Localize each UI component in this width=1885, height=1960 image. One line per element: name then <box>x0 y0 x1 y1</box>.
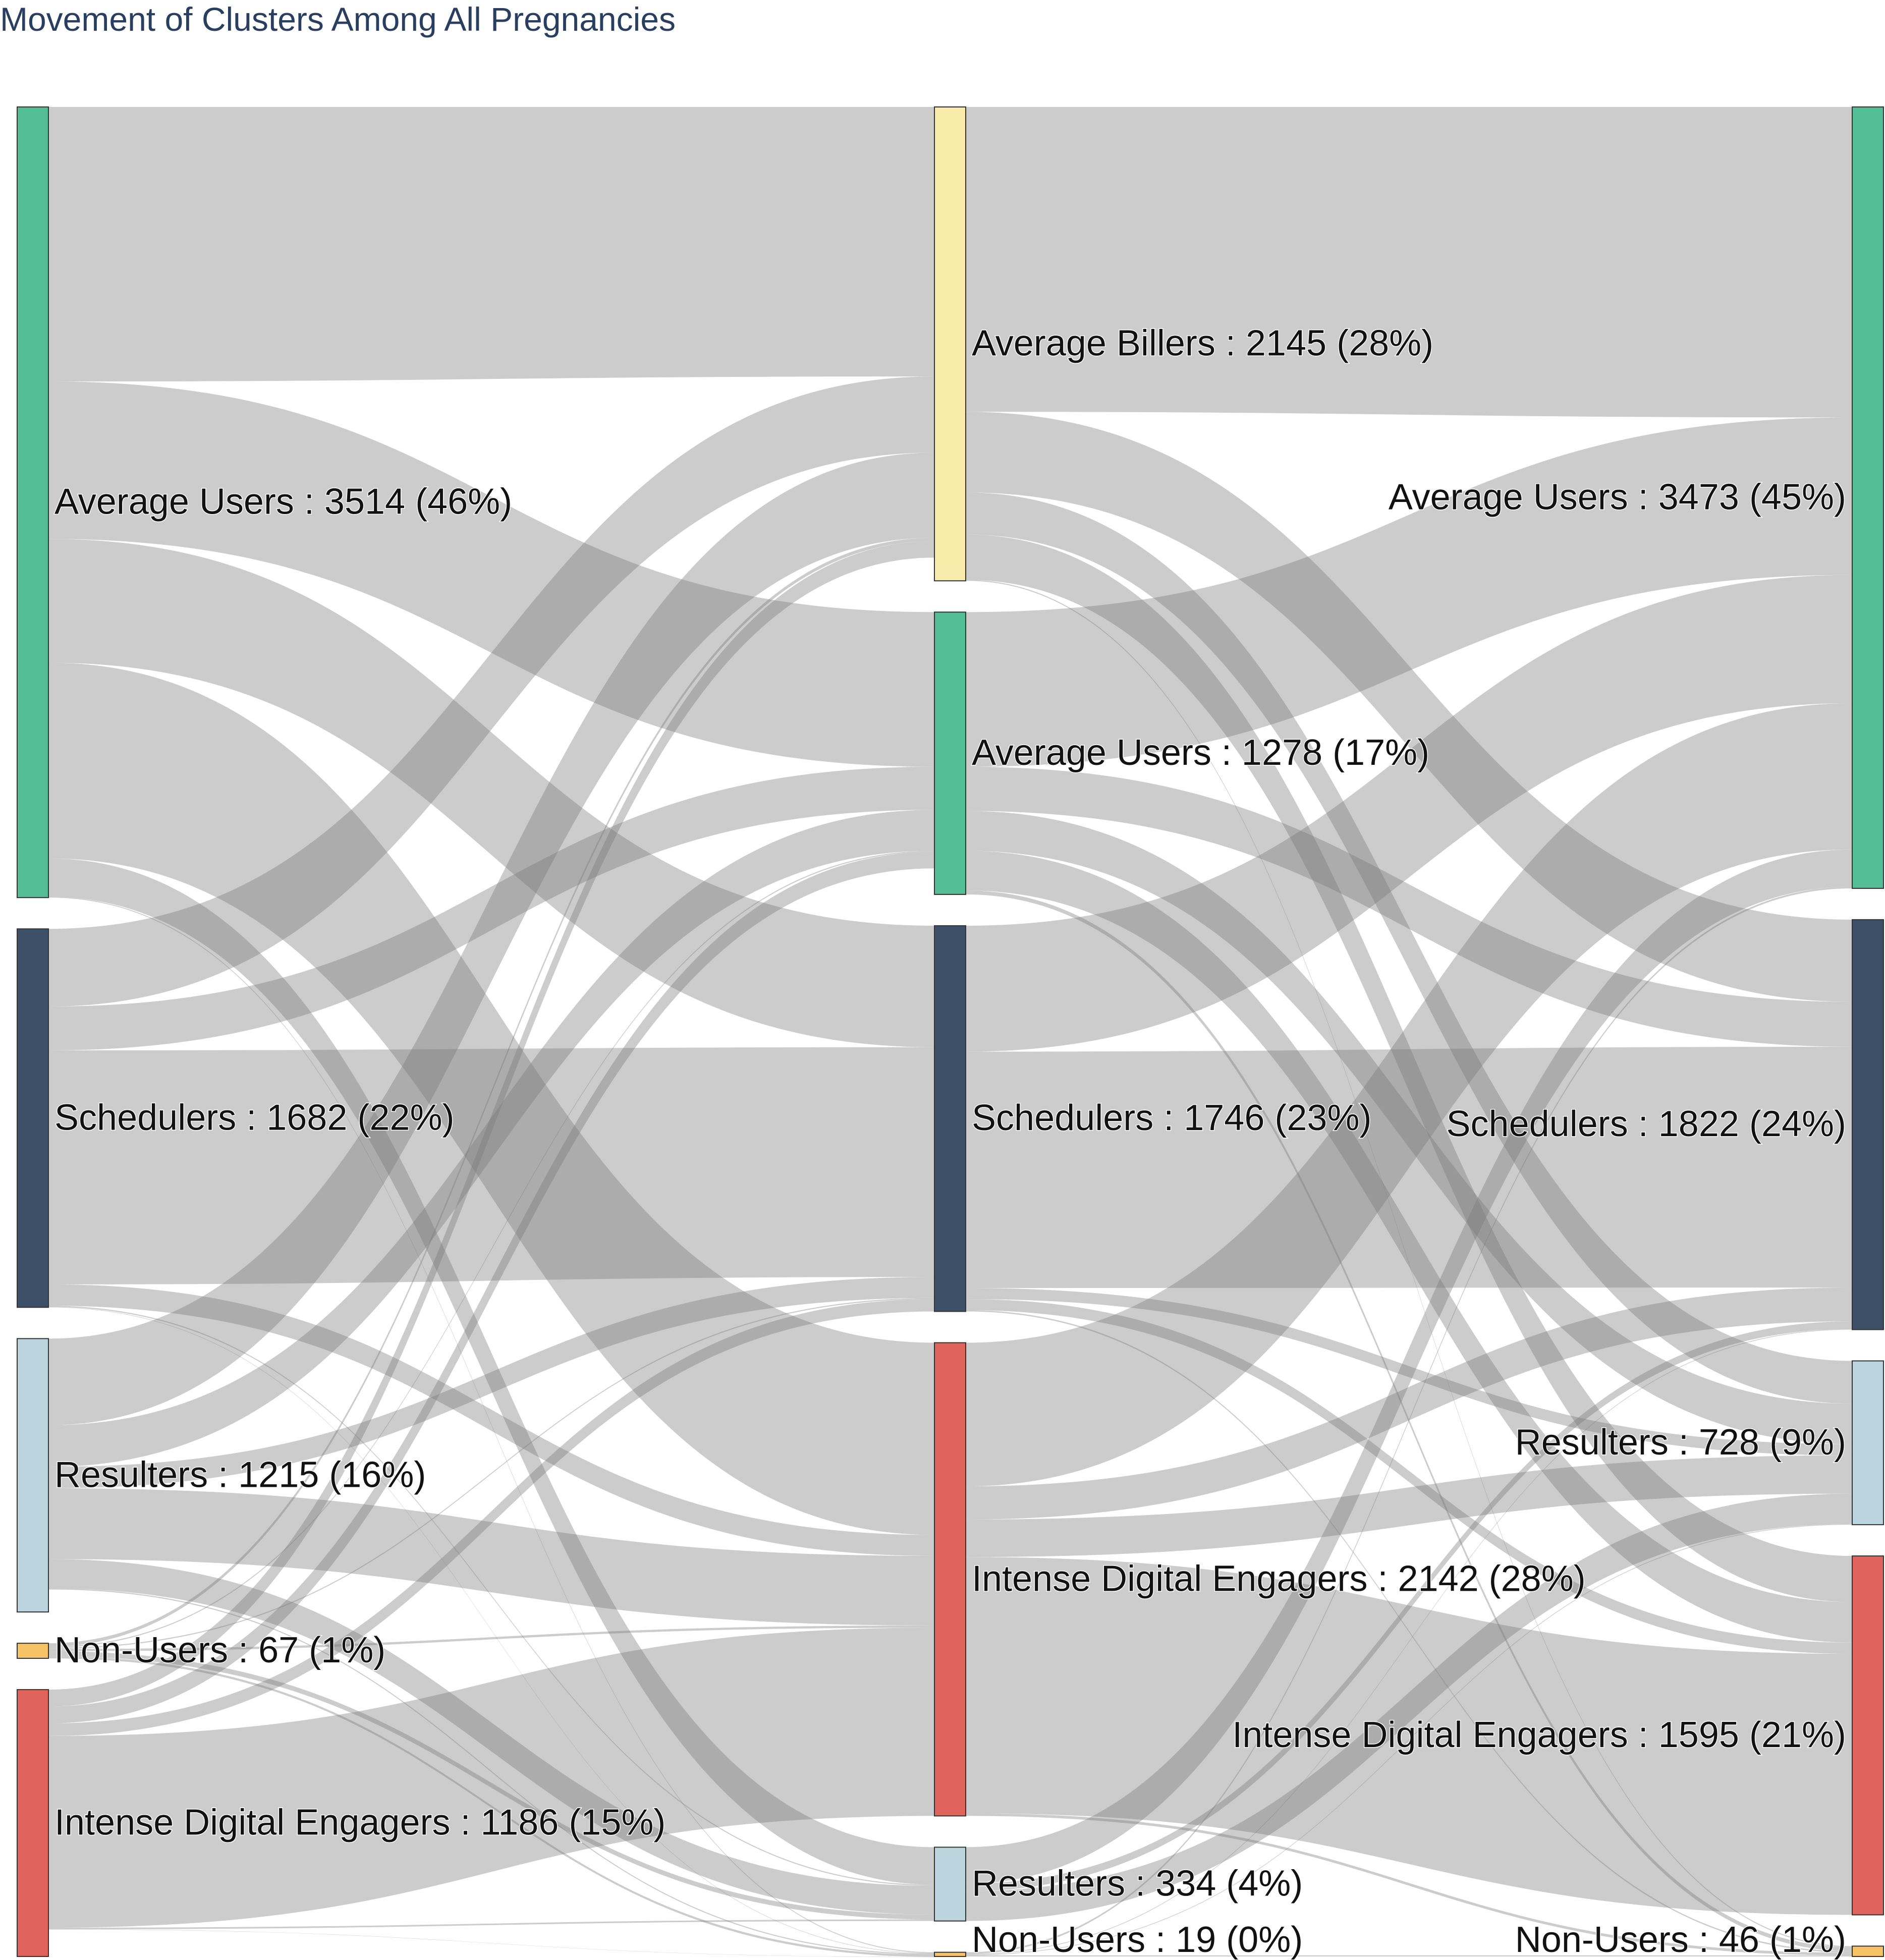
link-A1-to-R2 <box>966 811 1852 1444</box>
link-A0-to-N1 <box>48 897 934 1953</box>
link-R0-to-R1 <box>48 1559 934 1915</box>
link-B1-to-I2 <box>966 534 1852 1602</box>
link-A0-to-B1 <box>48 107 934 382</box>
link-I0-to-S1 <box>48 1299 934 1736</box>
link-S1-to-A2 <box>966 575 1852 1052</box>
link-S1-to-N2 <box>966 1310 1852 1953</box>
node-label-A2: Average Users : 3473 (45%) <box>1389 477 1846 517</box>
node-S2[interactable] <box>1852 919 1884 1330</box>
node-R0[interactable] <box>17 1338 49 1613</box>
link-S0-to-B1 <box>48 376 934 1007</box>
link-R0-to-N1 <box>48 1588 934 1955</box>
link-N1-to-N2 <box>966 1955 1852 1956</box>
node-S1[interactable] <box>934 925 966 1312</box>
node-label-A0: Average Users : 3514 (46%) <box>54 482 512 522</box>
link-N1-to-S2 <box>966 1329 1852 1955</box>
link-A0-to-R1 <box>48 858 934 1885</box>
node-label-S1: Schedulers : 1746 (23%) <box>972 1098 1371 1138</box>
node-N0[interactable] <box>17 1643 49 1659</box>
link-I1-to-I2 <box>966 1557 1852 1915</box>
link-B1-to-A2 <box>966 107 1852 418</box>
node-R1[interactable] <box>934 1846 966 1922</box>
link-R0-to-B1 <box>48 453 934 1426</box>
link-R0-to-A1 <box>48 810 934 1467</box>
node-I2[interactable] <box>1852 1555 1884 1916</box>
node-N1[interactable] <box>934 1951 966 1957</box>
link-N0-to-R1 <box>48 1651 934 1920</box>
link-N1-to-R2 <box>966 1524 1852 1955</box>
node-label-A1: Average Users : 1278 (17%) <box>972 733 1429 773</box>
sankey-nodes <box>17 106 1884 1957</box>
link-R1-to-R2 <box>966 1493 1852 1921</box>
node-A2[interactable] <box>1852 106 1884 889</box>
link-N0-to-N1 <box>48 1656 934 1957</box>
node-R2[interactable] <box>1852 1360 1884 1526</box>
node-A1[interactable] <box>934 611 966 895</box>
link-A1-to-N2 <box>966 890 1852 1951</box>
node-label-S0: Schedulers : 1682 (22%) <box>54 1097 454 1138</box>
link-N0-to-I1 <box>48 1625 934 1651</box>
link-R0-to-I1 <box>48 1488 934 1626</box>
link-A1-to-A2 <box>966 417 1852 767</box>
link-I1-to-A2 <box>966 703 1852 1487</box>
node-label-I2: Intense Digital Engagers : 1595 (21%) <box>1232 1715 1846 1755</box>
chart-title: Movement of Clusters Among All Pregnanci… <box>0 1 676 38</box>
node-label-R2: Resulters : 728 (9%) <box>1515 1422 1846 1463</box>
link-N1-to-A2 <box>966 886 1852 1954</box>
node-label-S2: Schedulers : 1822 (24%) <box>1447 1104 1846 1144</box>
link-S0-to-S1 <box>48 1047 934 1284</box>
sankey-labels: Average Users : 3514 (46%) Schedulers : 1… <box>54 322 1847 1960</box>
link-I0-to-N1 <box>48 1929 934 1957</box>
node-label-N2: Non-Users : 46 (1%) <box>1515 1920 1846 1960</box>
link-A0-to-I1 <box>48 662 934 1535</box>
sankey-links <box>48 107 1852 1957</box>
node-label-N1: Non-Users : 19 (0%) <box>972 1920 1303 1960</box>
link-S0-to-A1 <box>48 766 934 1051</box>
link-R0-to-S1 <box>48 1277 934 1488</box>
link-I0-to-B1 <box>48 541 934 1707</box>
link-N0-to-A1 <box>48 851 934 1648</box>
link-I0-to-I1 <box>48 1628 934 1928</box>
node-label-R0: Resulters : 1215 (16%) <box>54 1454 426 1495</box>
link-A0-to-S1 <box>48 539 934 1047</box>
link-S0-to-R1 <box>48 1306 934 1886</box>
node-label-B1: Average Billers : 2145 (28%) <box>972 323 1433 364</box>
link-I1-to-R2 <box>966 1455 1852 1557</box>
node-A0[interactable] <box>17 106 49 899</box>
link-S1-to-S2 <box>966 1046 1852 1289</box>
node-label-N0: Non-Users : 67 (1%) <box>54 1630 385 1670</box>
link-S0-to-I1 <box>48 1284 934 1556</box>
link-A1-to-I2 <box>966 851 1852 1643</box>
node-I0[interactable] <box>17 1689 49 1957</box>
link-B1-to-R2 <box>966 492 1852 1404</box>
link-I0-to-A1 <box>48 852 934 1723</box>
link-R1-to-A2 <box>966 849 1852 1884</box>
node-I1[interactable] <box>934 1342 966 1817</box>
node-label-I0: Intense Digital Engagers : 1186 (15%) <box>54 1803 666 1843</box>
link-N0-to-S1 <box>48 1298 934 1649</box>
node-S0[interactable] <box>17 928 49 1308</box>
link-I0-to-R1 <box>48 1919 934 1930</box>
node-B1[interactable] <box>934 106 966 582</box>
link-I1-to-S2 <box>966 1287 1852 1520</box>
link-S1-to-R2 <box>966 1288 1852 1455</box>
link-B1-to-N2 <box>966 580 1852 1947</box>
link-A1-to-S2 <box>966 766 1852 1047</box>
link-S0-to-N1 <box>48 1307 934 1954</box>
link-A0-to-A1 <box>48 381 934 767</box>
link-R1-to-S2 <box>966 1321 1852 1891</box>
link-S1-to-I2 <box>966 1299 1852 1654</box>
node-N2[interactable] <box>1852 1945 1884 1957</box>
link-I1-to-N2 <box>966 1813 1852 1955</box>
link-N0-to-B1 <box>48 537 934 1647</box>
link-B1-to-S2 <box>966 412 1852 1002</box>
node-label-R1: Resulters : 334 (4%) <box>972 1864 1303 1904</box>
node-label-I1: Intense Digital Engagers : 2142 (28%) <box>972 1558 1586 1599</box>
